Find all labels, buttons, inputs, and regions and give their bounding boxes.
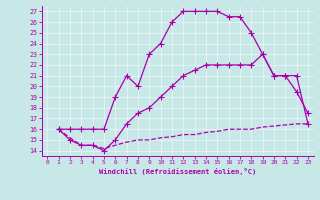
X-axis label: Windchill (Refroidissement éolien,°C): Windchill (Refroidissement éolien,°C) [99,168,256,175]
